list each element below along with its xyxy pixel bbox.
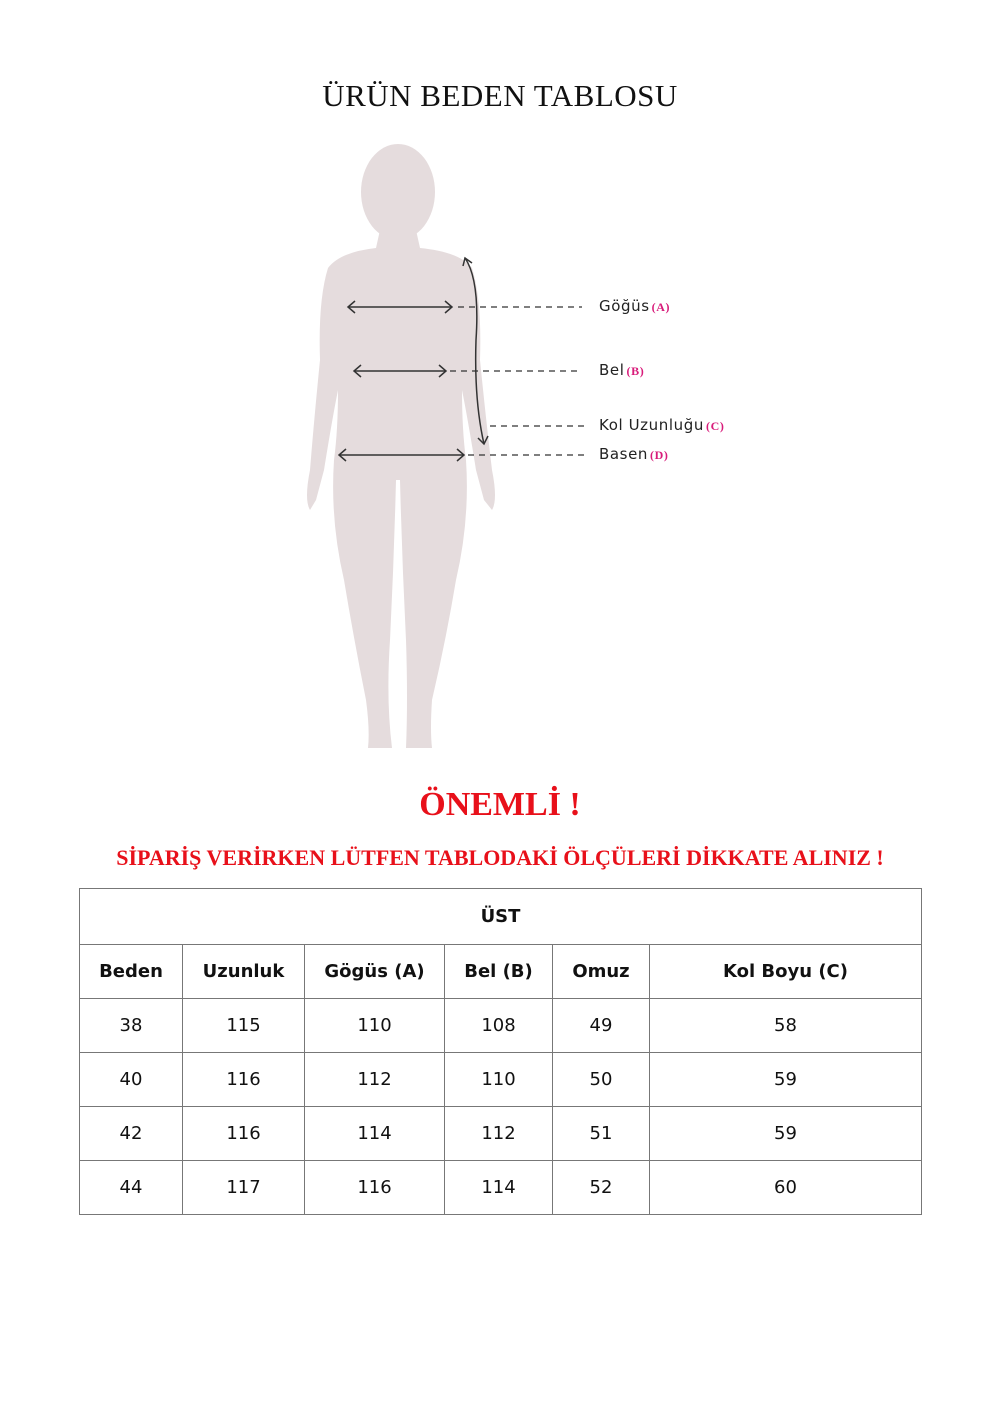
table-cell: 110 — [444, 1052, 553, 1107]
table-cell: 110 — [304, 998, 445, 1053]
label-chest: Göğüs (A) — [599, 297, 670, 315]
table-cell: 51 — [552, 1106, 650, 1161]
table-cell: 59 — [649, 1106, 922, 1161]
label-text: Basen — [599, 445, 649, 463]
table-row: 42 116 114 112 51 59 — [79, 1106, 922, 1161]
col-header: Beden — [79, 944, 183, 999]
label-hip: Basen (D) — [599, 445, 669, 463]
dashed-leaders — [450, 306, 584, 456]
col-header: Uzunluk — [182, 944, 305, 999]
size-table: ÜST Beden Uzunluk Gögüs (A) Bel (B) Omuz… — [79, 888, 922, 1215]
table-row: 44 117 116 114 52 60 — [79, 1160, 922, 1215]
table-cell: 116 — [182, 1106, 305, 1161]
table-cell: 108 — [444, 998, 553, 1053]
important-heading: ÖNEMLİ ! — [419, 786, 581, 823]
body-measurement-figure — [307, 144, 584, 748]
section-header: ÜST — [79, 888, 922, 945]
page-title: ÜRÜN BEDEN TABLOSU — [322, 78, 678, 113]
col-header: Omuz — [552, 944, 650, 999]
table-cell: 49 — [552, 998, 650, 1053]
label-text: Kol Uzunluğu — [599, 416, 704, 434]
col-header: Bel (B) — [444, 944, 553, 999]
table-cell: 114 — [304, 1106, 445, 1161]
table-cell: 52 — [552, 1160, 650, 1215]
table-cell: 114 — [444, 1160, 553, 1215]
label-code: (A) — [651, 300, 671, 314]
table-cell: 116 — [304, 1160, 445, 1215]
table-cell: 115 — [182, 998, 305, 1053]
table-row: 38 115 110 108 49 58 — [79, 998, 922, 1053]
table-cell: 60 — [649, 1160, 922, 1215]
section-row: ÜST — [79, 888, 922, 945]
col-header: Gögüs (A) — [304, 944, 445, 999]
table-cell: 50 — [552, 1052, 650, 1107]
col-header: Kol Boyu (C) — [649, 944, 922, 999]
woman-silhouette — [307, 144, 495, 748]
table-cell: 40 — [79, 1052, 183, 1107]
table-cell: 117 — [182, 1160, 305, 1215]
table-cell: 58 — [649, 998, 922, 1053]
label-code: (B) — [626, 364, 645, 378]
table-cell: 112 — [304, 1052, 445, 1107]
table-cell: 116 — [182, 1052, 305, 1107]
label-code: (C) — [705, 419, 725, 433]
table-cell: 38 — [79, 998, 183, 1053]
table-cell: 112 — [444, 1106, 553, 1161]
warning-message: SİPARİŞ VERİRKEN LÜTFEN TABLODAKİ ÖLÇÜLE… — [116, 845, 884, 870]
table-cell: 44 — [79, 1160, 183, 1215]
label-sleeve-length: Kol Uzunluğu (C) — [599, 416, 724, 434]
label-text: Bel — [599, 361, 625, 379]
header-row: Beden Uzunluk Gögüs (A) Bel (B) Omuz Kol… — [79, 944, 922, 999]
label-text: Göğüs — [599, 297, 650, 315]
table-cell: 59 — [649, 1052, 922, 1107]
table-row: 40 116 112 110 50 59 — [79, 1052, 922, 1107]
label-waist: Bel (B) — [599, 361, 644, 379]
label-code: (D) — [650, 448, 669, 462]
table-cell: 42 — [79, 1106, 183, 1161]
measurement-arrows — [337, 256, 489, 462]
